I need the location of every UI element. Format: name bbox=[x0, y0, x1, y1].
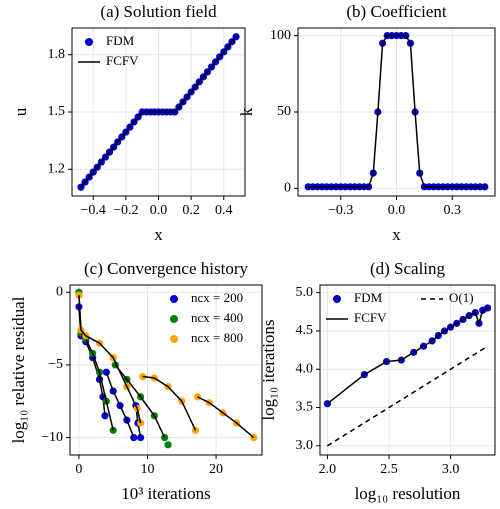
data-point bbox=[139, 372, 147, 381]
data-point bbox=[89, 349, 97, 357]
series-line bbox=[80, 36, 237, 188]
panel: (d) Scaling log₁₀ resolution log₁₀ iterati… bbox=[259, 259, 496, 503]
y-tick-label: 50 bbox=[277, 104, 291, 119]
x-tick-label: 0.4 bbox=[215, 203, 233, 218]
legend-label: FDM bbox=[354, 290, 383, 305]
legend-swatch bbox=[170, 335, 178, 343]
series-line bbox=[326, 345, 489, 447]
legend-label: FCFV bbox=[354, 310, 387, 325]
x-axis-label: x bbox=[392, 225, 401, 244]
data-point bbox=[130, 433, 138, 442]
y-tick-label: 100 bbox=[270, 28, 291, 43]
series-line bbox=[78, 295, 255, 439]
data-point bbox=[161, 433, 169, 442]
y-tick-label: 4.0 bbox=[296, 361, 314, 376]
legend-swatch bbox=[170, 315, 178, 323]
legend-label: FCFV bbox=[106, 53, 139, 68]
legend-swatch bbox=[85, 38, 93, 46]
x-tick-label: 0.0 bbox=[388, 203, 406, 218]
x-tick-label: 2.5 bbox=[380, 462, 398, 477]
legend-label: ncx = 400 bbox=[191, 310, 243, 325]
legend-label: ncx = 200 bbox=[191, 290, 243, 305]
data-point bbox=[164, 441, 172, 449]
y-tick-label: 1.5 bbox=[48, 104, 66, 119]
legend-swatch bbox=[170, 295, 178, 303]
legend-label: ncx = 800 bbox=[191, 330, 243, 345]
panel-title: (c) Convergence history bbox=[84, 259, 248, 278]
x-tick-label: 20 bbox=[209, 462, 223, 477]
legend-swatch bbox=[333, 295, 341, 303]
x-tick-label: 0.2 bbox=[182, 203, 200, 218]
legend: FDM FCFV O(1) bbox=[326, 290, 474, 325]
series-line bbox=[326, 307, 488, 405]
y-tick-label: −5 bbox=[48, 357, 63, 372]
x-tick-label: −0.4 bbox=[81, 203, 106, 218]
x-axis-label: log₁₀ resolution bbox=[355, 484, 461, 503]
data-point bbox=[102, 397, 110, 405]
x-tick-label: 0.0 bbox=[150, 203, 168, 218]
legend-label: O(1) bbox=[449, 290, 474, 305]
axes-frame bbox=[319, 284, 496, 456]
x-tick-label: −0.2 bbox=[113, 203, 138, 218]
y-axis-label: k bbox=[237, 107, 256, 116]
axes-frame bbox=[71, 27, 246, 197]
y-axis-label: log₁₀ iterations bbox=[259, 319, 278, 420]
panel: (c) Convergence history 10³ iterations log… bbox=[9, 259, 263, 503]
x-tick-label: 2.0 bbox=[319, 462, 337, 477]
y-tick-label: 3.0 bbox=[296, 438, 314, 453]
x-tick-label: 10 bbox=[140, 462, 154, 477]
x-tick-label: 0 bbox=[75, 462, 82, 477]
y-tick-label: 1.8 bbox=[48, 47, 66, 62]
panel-title: (b) Coefficient bbox=[346, 2, 447, 21]
panel: (a) Solution field x u −0.4 −0.2 0.0 0.2 0.4 1.2… bbox=[11, 2, 246, 244]
x-tick-label: 0.3 bbox=[444, 203, 462, 218]
x-tick-label: −0.3 bbox=[328, 203, 353, 218]
y-tick-label: 0 bbox=[56, 284, 63, 299]
y-axis-label: u bbox=[11, 107, 30, 116]
axes-frame bbox=[69, 284, 263, 456]
data-point bbox=[137, 433, 145, 442]
y-tick-label: −10 bbox=[41, 430, 63, 445]
data-point bbox=[137, 419, 145, 427]
x-tick-label: 3.0 bbox=[442, 462, 460, 477]
y-tick-label: 1.2 bbox=[48, 161, 66, 176]
panel-title: (a) Solution field bbox=[100, 2, 217, 21]
series-line bbox=[79, 292, 168, 445]
y-tick-label: 4.5 bbox=[296, 323, 314, 338]
x-axis-label: 10³ iterations bbox=[121, 484, 211, 503]
series-line bbox=[308, 34, 485, 188]
axes-frame bbox=[297, 27, 496, 197]
y-axis-label: log₁₀ relative residual bbox=[9, 296, 28, 443]
y-tick-label: 3.5 bbox=[296, 400, 314, 415]
y-tick-label: 0 bbox=[284, 181, 291, 196]
panel: (b) Coefficient x k −0.3 0.0 0.3 0 50 100 bbox=[237, 2, 496, 244]
y-tick-label: 5.0 bbox=[296, 285, 314, 300]
legend: FDM FCFV bbox=[78, 33, 139, 68]
data-point bbox=[109, 426, 117, 434]
panel-title: (d) Scaling bbox=[370, 259, 446, 278]
legend-label: FDM bbox=[106, 33, 135, 48]
legend: ncx = 200 ncx = 400 ncx = 800 bbox=[170, 290, 243, 345]
x-axis-label: x bbox=[154, 225, 163, 244]
